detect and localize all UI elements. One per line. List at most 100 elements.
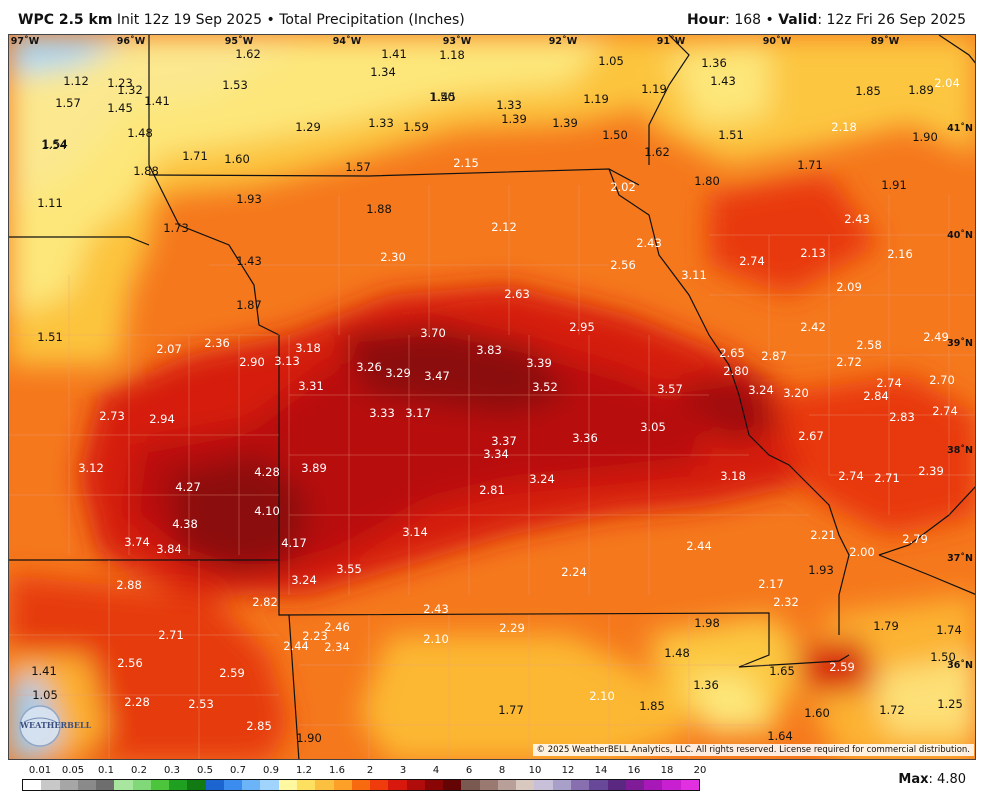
precip-value-label: 1.33 <box>368 116 394 130</box>
precip-value-label: 2.59 <box>219 666 245 680</box>
precip-value-label: 2.39 <box>918 464 944 478</box>
precip-value-label: 2.09 <box>836 280 862 294</box>
precip-value-label: 2.85 <box>246 719 272 733</box>
precip-value-label: 1.50 <box>602 128 628 142</box>
valid-label: Valid <box>778 12 818 28</box>
scale-swatch <box>461 780 480 790</box>
longitude-label: 90˚W <box>763 36 792 47</box>
precip-value-label: 2.00 <box>849 545 875 559</box>
precip-value-label: 2.71 <box>158 628 184 642</box>
precip-value-label: 4.27 <box>175 480 201 494</box>
scale-swatch <box>662 780 681 790</box>
scale-tick-label: 6 <box>465 765 473 776</box>
precip-value-label: 1.12 <box>63 74 89 88</box>
weatherbell-logo: WEATHERBELL <box>14 700 98 748</box>
precip-value-label: 1.48 <box>127 126 153 140</box>
county-lines <box>9 185 975 759</box>
precip-value-label: 2.44 <box>283 639 309 653</box>
precip-value-label: 1.41 <box>31 664 57 678</box>
precip-value-label: 2.87 <box>761 349 787 363</box>
precip-value-label: 1.88 <box>133 164 159 178</box>
precip-value-label: 1.74 <box>936 623 962 637</box>
precip-value-label: 3.74 <box>124 535 150 549</box>
precip-value-label: 2.12 <box>491 220 517 234</box>
valid-value: : 12z Fri 26 Sep 2025 <box>817 12 966 28</box>
scale-swatch <box>278 780 297 790</box>
precip-value-label: 1.91 <box>881 178 907 192</box>
precip-value-label: 4.38 <box>172 517 198 531</box>
scale-swatch <box>242 780 261 790</box>
precip-value-label: 1.98 <box>694 616 720 630</box>
precip-value-label: 1.39 <box>552 116 578 130</box>
precip-value-label: 2.81 <box>479 483 505 497</box>
precip-value-label: 3.52 <box>532 380 558 394</box>
precip-value-label: 1.79 <box>873 619 899 633</box>
precip-value-label: 2.43 <box>844 212 870 226</box>
copyright-notice: © 2025 WeatherBELL Analytics, LLC. All r… <box>532 744 974 756</box>
scale-tick-labels: 0.01 0.05 0.1 0.2 0.3 0.5 0.7 0.9 1.2 1.6 2 3 4 6 8 10 1… <box>22 765 707 779</box>
precip-value-label: 1.77 <box>498 703 524 717</box>
precip-value-label: 3.34 <box>483 447 509 461</box>
precip-value-label: 2.67 <box>798 429 824 443</box>
longitude-label: 97˚W <box>11 36 40 47</box>
precip-value-label: 3.17 <box>405 406 431 420</box>
value-labels: 1.62 1.41 1.18 1.05 1.36 1.12 1.23 1.34 1.43 1.53… <box>31 47 963 745</box>
scale-tick-label: 2 <box>366 765 374 776</box>
precip-value-label: 3.33 <box>369 406 395 420</box>
precip-value-label: 2.79 <box>902 532 928 546</box>
scale-tick-label: 16 <box>627 765 641 776</box>
scale-tick-label: 3 <box>399 765 407 776</box>
precip-value-label: 2.23 <box>302 629 328 643</box>
precip-value-label: 2.74 <box>876 376 902 390</box>
precip-value-label: 3.26 <box>356 360 382 374</box>
precip-value-label: 2.70 <box>929 373 955 387</box>
precip-value-label: 2.59 <box>829 660 855 674</box>
precip-value-label: 1.19 <box>641 82 667 96</box>
precip-value-label: 2.90 <box>239 355 265 369</box>
precip-value-label: 2.80 <box>723 364 749 378</box>
precip-value-label: 2.44 <box>686 539 712 553</box>
precip-value-label: 1.19 <box>583 92 609 106</box>
precip-value-label: 1.85 <box>855 84 881 98</box>
scale-swatch <box>205 780 224 790</box>
precip-value-label: 1.50 <box>429 90 455 104</box>
precip-value-label: 3.39 <box>526 356 552 370</box>
scale-swatch <box>150 780 170 790</box>
precip-value-label: 1.89 <box>908 83 934 97</box>
latitude-label: 41˚N <box>947 123 973 134</box>
precip-value-label: 1.57 <box>55 96 81 110</box>
precip-value-label: 1.34 <box>370 65 396 79</box>
precip-value-label: 3.83 <box>476 343 502 357</box>
precip-value-label: 3.24 <box>529 472 555 486</box>
max-number: : 4.80 <box>928 772 966 787</box>
precip-value-label: 2.42 <box>800 320 826 334</box>
hour-label: Hour <box>686 12 726 28</box>
precip-value-label: 3.24 <box>291 573 317 587</box>
scale-swatch <box>625 780 645 790</box>
scale-swatch <box>296 780 316 790</box>
state-borders <box>9 35 975 759</box>
precip-value-label: 1.93 <box>236 192 262 206</box>
precip-value-label: 1.80 <box>694 174 720 188</box>
precip-value-label: 2.74 <box>838 469 864 483</box>
precip-value-label: 1.25 <box>937 697 963 711</box>
precip-value-label: 1.64 <box>767 729 793 743</box>
precip-value-label: 1.85 <box>639 699 665 713</box>
precip-map[interactable]: 97˚W 96˚W 95˚W 94˚W 93˚W 92˚W 91˚W 90˚W 89˚W 41˚… <box>8 34 976 760</box>
scale-tick-label: 10 <box>528 765 542 776</box>
precip-value-label: 3.55 <box>336 562 362 576</box>
header: WPC 2.5 km Init 12z 19 Sep 2025 • Total … <box>0 0 984 34</box>
precip-value-label: 2.28 <box>124 695 150 709</box>
precip-value-label: 1.72 <box>879 703 905 717</box>
scale-swatch <box>315 780 334 790</box>
precip-value-label: 1.88 <box>366 202 392 216</box>
product-name: Total Precipitation (Inches) <box>279 12 465 28</box>
precip-value-label: 1.29 <box>295 120 321 134</box>
scale-tick-label: 14 <box>594 765 608 776</box>
latitude-label: 40˚N <box>947 230 973 241</box>
precip-value-label: 1.50 <box>930 650 956 664</box>
precip-value-label: 1.54 <box>41 138 67 152</box>
scale-tick-label: 0.3 <box>164 765 180 776</box>
precip-value-label: 2.34 <box>324 640 350 654</box>
precip-value-label: 3.14 <box>402 525 428 539</box>
